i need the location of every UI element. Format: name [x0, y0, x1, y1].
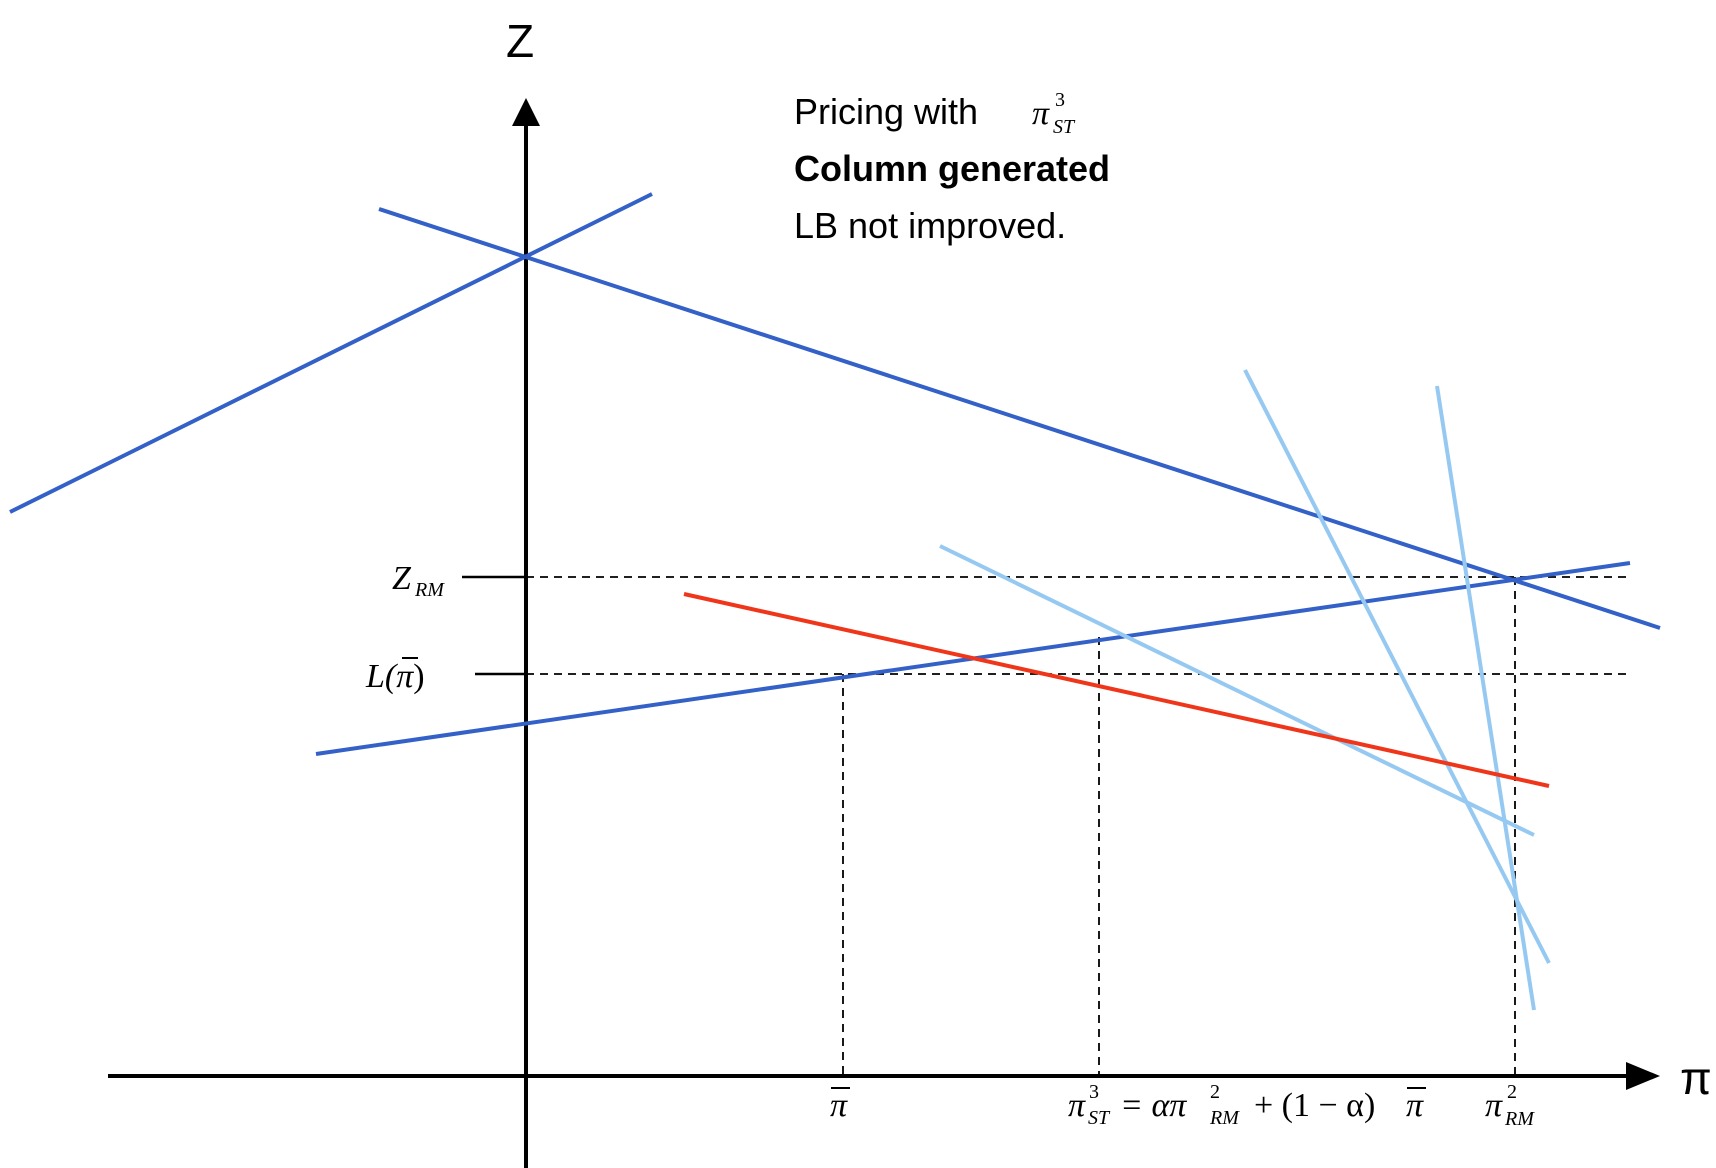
dark-blue-line-2	[378, 207, 1661, 630]
pi-bar-label: π	[830, 1087, 848, 1124]
red-line	[683, 592, 1550, 788]
l-pi-bar: π	[396, 658, 414, 695]
note-line-2: Column generated	[794, 148, 1110, 189]
dark-blue-line-1	[9, 192, 653, 514]
note-line-1-prefix: Pricing with	[794, 91, 978, 132]
l-pi-close: )	[413, 658, 424, 695]
pi-rm-label-sub: RM	[1504, 1108, 1535, 1130]
pi-st-formula-sup: 2	[1210, 1081, 1220, 1103]
pi-st-label-sub: ST	[1088, 1107, 1111, 1129]
pi-st-label-sup: 3	[1089, 1081, 1099, 1103]
y-axis-name: Z	[506, 15, 534, 67]
z-rm-label-sub: RM	[414, 579, 445, 601]
light-blue-line-2	[1243, 369, 1551, 964]
note-line-3: LB not improved.	[794, 205, 1066, 246]
z-rm-label: Z	[392, 560, 412, 597]
light-blue-line-1	[939, 544, 1535, 837]
pi-st-formula-bar: π	[1406, 1087, 1424, 1124]
note-line-1: Pricing with	[794, 91, 978, 132]
l-pi-open: L(	[365, 658, 399, 695]
l-pi-label: L(π)	[365, 658, 425, 695]
note-pi-sup: 3	[1055, 89, 1065, 111]
pi-st-formula-2: + (1 − α)	[1254, 1087, 1375, 1124]
note-pi-sub: ST	[1053, 116, 1076, 138]
light-blue-line-3	[1435, 385, 1536, 1011]
pi-rm-label: π	[1485, 1087, 1503, 1124]
pi-st-label: π	[1068, 1087, 1086, 1124]
note-pi-symbol: π	[1032, 95, 1050, 132]
x-axis-name: π	[1680, 1052, 1712, 1104]
pi-st-formula-sub: RM	[1209, 1107, 1240, 1129]
note-pi-st: π	[1032, 95, 1050, 132]
pi-rm-label-sup: 2	[1507, 1081, 1517, 1103]
y-axis-arrowhead	[512, 98, 540, 126]
x-axis-arrowhead	[1626, 1062, 1660, 1090]
pi-st-formula-1: = απ	[1120, 1087, 1187, 1124]
